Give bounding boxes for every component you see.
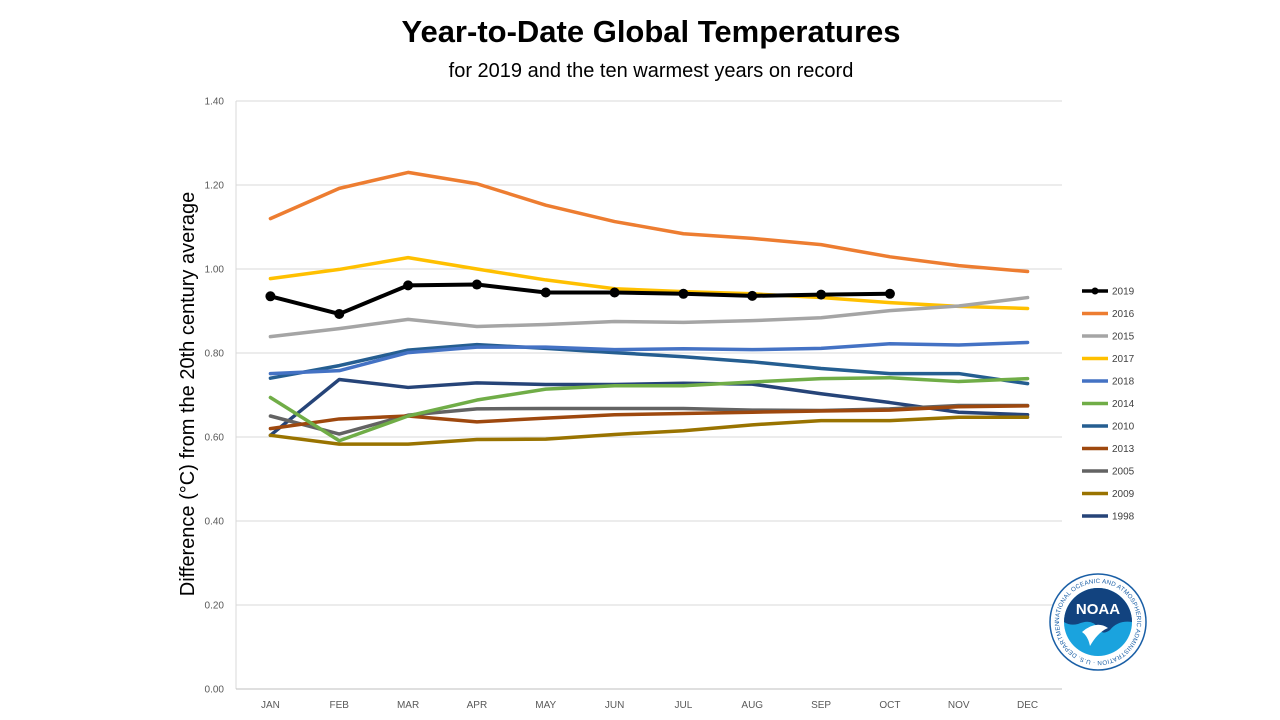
series-line-2013 bbox=[268, 404, 1030, 431]
chart-title: Year-to-Date Global Temperatures bbox=[401, 14, 901, 49]
x-tick-label: MAR bbox=[397, 700, 419, 711]
series-line-2017 bbox=[268, 255, 1030, 311]
legend-item-1998: 1998 bbox=[1082, 512, 1135, 523]
series-line-2009 bbox=[268, 415, 1030, 446]
y-tick-label: 0.40 bbox=[205, 517, 225, 528]
y-tick-label: 0.60 bbox=[205, 433, 225, 444]
series-2019 bbox=[265, 279, 895, 319]
series-line-2015 bbox=[268, 295, 1030, 339]
x-tick-label: MAY bbox=[535, 700, 556, 711]
data-point-2019 bbox=[334, 308, 345, 319]
legend-item-2015: 2015 bbox=[1082, 332, 1135, 343]
legend-item-2010: 2010 bbox=[1082, 422, 1135, 433]
legend-label: 2019 bbox=[1112, 287, 1135, 298]
legend-item-2017: 2017 bbox=[1082, 354, 1135, 365]
legend-label: 2017 bbox=[1112, 354, 1135, 365]
legend-label: 2018 bbox=[1112, 377, 1135, 388]
y-tick-label: 0.80 bbox=[205, 349, 225, 360]
series-line-1998 bbox=[268, 377, 1030, 438]
legend-item-2009: 2009 bbox=[1082, 489, 1135, 500]
legend-label: 2005 bbox=[1112, 467, 1135, 478]
legend-item-2005: 2005 bbox=[1082, 467, 1135, 478]
x-tick-label: SEP bbox=[811, 700, 831, 711]
legend-label: 2013 bbox=[1112, 444, 1135, 455]
x-tick-label: JUN bbox=[605, 700, 624, 711]
x-tick-label: NOV bbox=[948, 700, 970, 711]
series-2018 bbox=[268, 340, 1030, 376]
x-tick-label: AUG bbox=[741, 700, 763, 711]
data-point-2019 bbox=[265, 291, 276, 302]
series-lines bbox=[265, 170, 1030, 446]
gridlines bbox=[236, 100, 1062, 606]
legend-label: 2014 bbox=[1112, 399, 1135, 410]
series-2016 bbox=[268, 170, 1030, 274]
y-tick-label: 0.20 bbox=[205, 601, 225, 612]
x-tick-label: DEC bbox=[1017, 700, 1038, 711]
series-2009 bbox=[268, 415, 1030, 446]
data-point-2019 bbox=[816, 289, 827, 300]
legend-item-2013: 2013 bbox=[1082, 444, 1135, 455]
data-point-2019 bbox=[471, 279, 482, 290]
y-tick-label: 1.20 bbox=[205, 181, 225, 192]
series-line-2019 bbox=[268, 282, 892, 316]
series-2014 bbox=[268, 376, 1030, 443]
legend-label: 2009 bbox=[1112, 489, 1135, 500]
data-point-2019 bbox=[540, 287, 551, 298]
legend-item-2014: 2014 bbox=[1082, 399, 1135, 410]
data-point-2019 bbox=[747, 290, 758, 301]
legend-label: 1998 bbox=[1112, 512, 1135, 523]
x-tick-label: FEB bbox=[330, 700, 350, 711]
noaa-logo: NATIONAL OCEANIC AND ATMOSPHERIC ADMINIS… bbox=[1049, 573, 1147, 671]
x-tick-label: JUL bbox=[675, 700, 693, 711]
legend-item-2018: 2018 bbox=[1082, 377, 1135, 388]
noaa-logo-text: NOAA bbox=[1076, 601, 1120, 618]
series-line-2014 bbox=[268, 376, 1030, 443]
axes: 0.00 0.20 0.40 0.60 0.80 1.00 1.20 1.40 JAN FEB MA… bbox=[205, 97, 1062, 711]
data-point-2019 bbox=[884, 288, 895, 299]
data-point-2019 bbox=[678, 288, 689, 299]
x-tick-label: OCT bbox=[879, 700, 900, 711]
series-line-2010 bbox=[268, 342, 1030, 386]
y-tick-label: 0.00 bbox=[205, 685, 225, 696]
chart-subtitle: for 2019 and the ten warmest years on re… bbox=[448, 60, 854, 82]
series-2017 bbox=[268, 255, 1030, 311]
legend-item-2016: 2016 bbox=[1082, 309, 1135, 320]
series-2015 bbox=[268, 295, 1030, 339]
legend-label: 2016 bbox=[1112, 309, 1135, 320]
data-point-2019 bbox=[403, 280, 414, 291]
legend-item-2019: 2019 bbox=[1082, 287, 1135, 298]
y-tick-label: 1.00 bbox=[205, 265, 225, 276]
x-tick-label: APR bbox=[467, 700, 488, 711]
y-tick-label: 1.40 bbox=[205, 97, 225, 108]
legend-label: 2010 bbox=[1112, 422, 1135, 433]
series-2013 bbox=[268, 404, 1030, 431]
legend-marker bbox=[1091, 287, 1099, 295]
series-2010 bbox=[268, 342, 1030, 386]
legend-label: 2015 bbox=[1112, 332, 1135, 343]
series-line-2018 bbox=[268, 340, 1030, 376]
x-tick-label: JAN bbox=[261, 700, 280, 711]
data-point-2019 bbox=[609, 287, 620, 298]
series-line-2016 bbox=[268, 170, 1030, 274]
y-axis-label: Difference (°C) from the 20th century av… bbox=[177, 192, 199, 596]
legend: 2019 2016 2015 2017 2018 2014 2010 2013 2005 2009… bbox=[1082, 287, 1135, 523]
series-1998 bbox=[268, 377, 1030, 438]
